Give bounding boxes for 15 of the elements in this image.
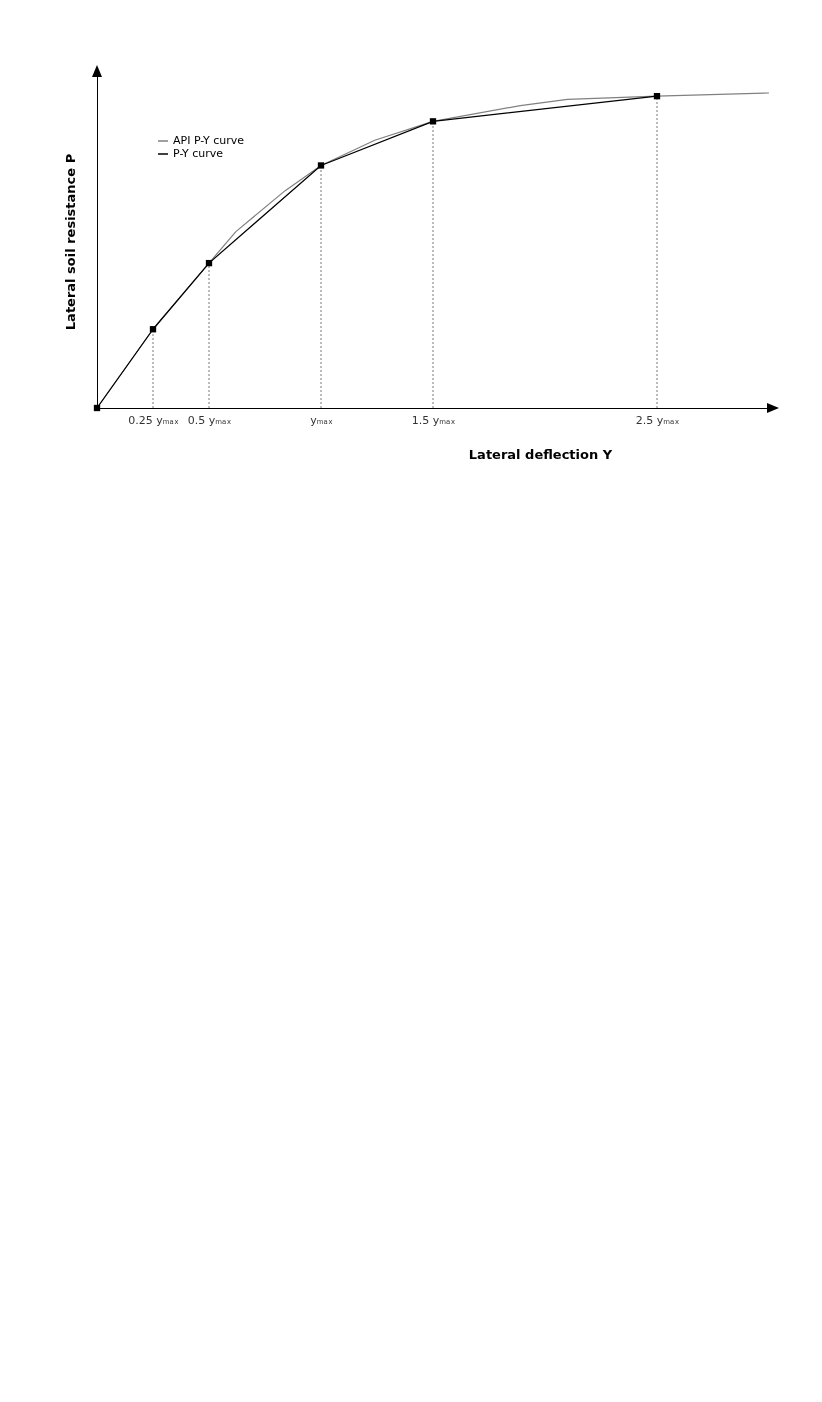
x-tick-label: 1.5 yₘₐₓ	[411, 413, 456, 427]
legend-label: P-Y curve	[173, 147, 224, 160]
point	[205, 259, 213, 267]
x-tick-label: 2.5 yₘₐₓ	[635, 413, 680, 427]
x-tick-label: 0.25 yₘₐₓ	[128, 413, 179, 427]
point	[149, 326, 157, 333]
point	[653, 92, 661, 100]
point	[429, 118, 437, 125]
point	[317, 162, 325, 169]
legend-label: API P-Y curve	[173, 134, 245, 147]
x-tick-label: yₘₐₓ	[310, 413, 333, 427]
x-axis-title: Lateral deflection Y	[468, 446, 613, 462]
y-axis-title: Lateral soil resistance P	[62, 153, 78, 331]
point	[93, 404, 101, 412]
x-tick-label: 0.5 yₘₐₓ	[187, 413, 232, 427]
